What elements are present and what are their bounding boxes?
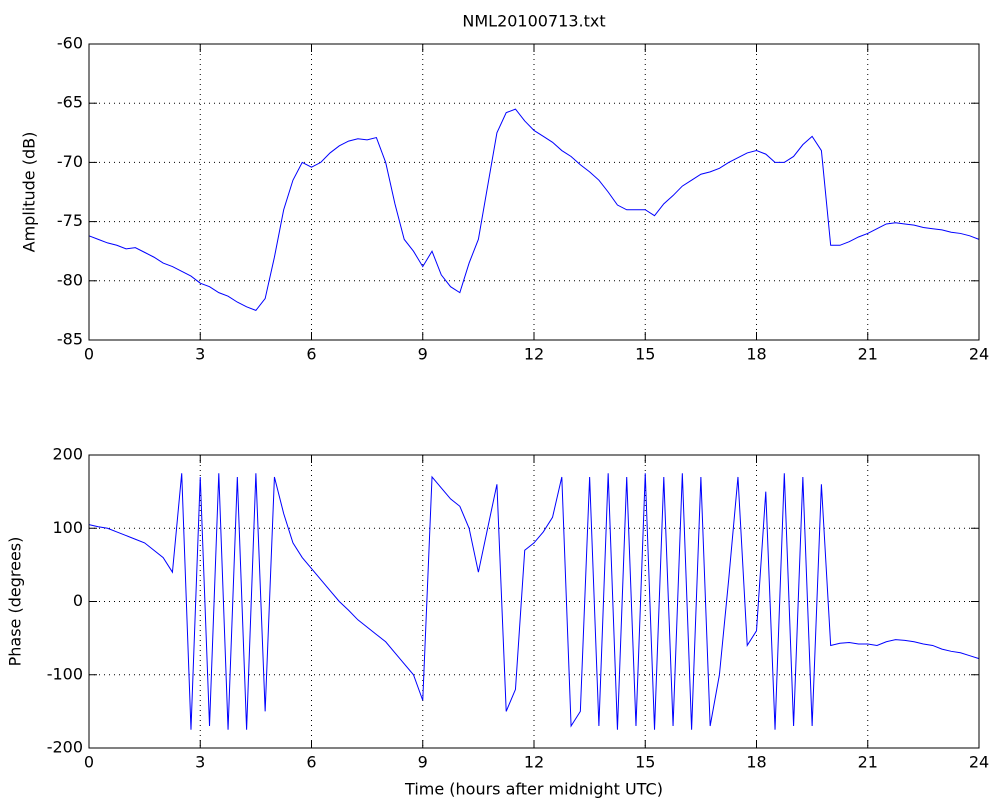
axes-frame <box>88 43 980 341</box>
x-tick-label: 6 <box>306 753 316 772</box>
x-tick-label: 18 <box>746 753 766 772</box>
x-axis-label: Time (hours after midnight UTC) <box>404 780 663 799</box>
y-tick-label: 100 <box>52 518 83 537</box>
x-tick-label: 21 <box>858 345 878 364</box>
y-tick-label: -70 <box>57 152 83 171</box>
x-tick-label: 0 <box>84 753 94 772</box>
x-tick-label: 6 <box>306 345 316 364</box>
y-tick-label: -200 <box>47 738 83 757</box>
data-line <box>88 473 980 730</box>
x-tick-label: 3 <box>195 753 205 772</box>
y-tick-label: -65 <box>57 93 83 112</box>
x-tick-label: 12 <box>524 753 544 772</box>
x-tick-label: 9 <box>418 753 428 772</box>
x-tick-label: 24 <box>969 753 989 772</box>
y-axis-label: Phase (degrees) <box>6 537 25 667</box>
data-line <box>88 108 980 311</box>
x-tick-label: 9 <box>418 345 428 364</box>
y-tick-label: -60 <box>57 34 83 53</box>
y-axis-label: Amplitude (dB) <box>20 132 39 253</box>
chart-title: NML20100713.txt <box>462 12 605 31</box>
x-tick-label: 15 <box>635 753 655 772</box>
x-tick-label: 21 <box>858 753 878 772</box>
y-tick-label: 200 <box>52 445 83 464</box>
axes-frame <box>88 454 980 749</box>
x-tick-label: 18 <box>746 345 766 364</box>
y-tick-label: -85 <box>57 330 83 349</box>
x-tick-label: 0 <box>84 345 94 364</box>
y-tick-label: -75 <box>57 211 83 230</box>
y-tick-label: 0 <box>73 591 83 610</box>
plot-area <box>89 44 979 340</box>
x-tick-label: 15 <box>635 345 655 364</box>
x-tick-label: 12 <box>524 345 544 364</box>
x-tick-label: 3 <box>195 345 205 364</box>
x-tick-label: 24 <box>969 345 989 364</box>
y-tick-label: -80 <box>57 270 83 289</box>
y-tick-label: -100 <box>47 664 83 683</box>
